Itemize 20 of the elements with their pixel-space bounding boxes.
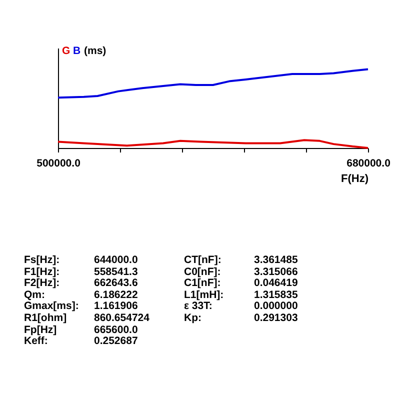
- text: Fs[Hz]: 644000.0: [24, 254, 138, 266]
- text: ε 33T: 0.000000: [184, 300, 298, 312]
- text: L1[mH]: 1.315835: [184, 288, 298, 301]
- y-axis-title: (ms): [84, 45, 106, 57]
- text: R1[ohm] 860.654724: [24, 312, 150, 324]
- x-tick-label: 500000.0: [36, 158, 81, 170]
- text: B: [73, 45, 81, 57]
- text: Keff: 0.252687: [24, 335, 138, 348]
- text: Gmax[ms]: 1.161906: [24, 300, 138, 312]
- x-tick-label: 680000.0: [346, 158, 391, 170]
- text: Fp[Hz] 665600.0: [24, 324, 138, 336]
- x-axis-title: F(Hz): [341, 173, 369, 185]
- text: Kp: 0.291303: [184, 312, 298, 324]
- text: G: [62, 45, 70, 57]
- text: F1[Hz]: 558541.3: [24, 266, 138, 278]
- text: F2[Hz]: 662643.6: [24, 277, 138, 290]
- text: C0[nF]: 3.315066: [184, 266, 298, 278]
- text: Qm: 6.186222: [24, 288, 138, 301]
- text: CT[nF]: 3.361485: [184, 254, 298, 266]
- text: C1[nF]: 0.046419: [184, 277, 298, 290]
